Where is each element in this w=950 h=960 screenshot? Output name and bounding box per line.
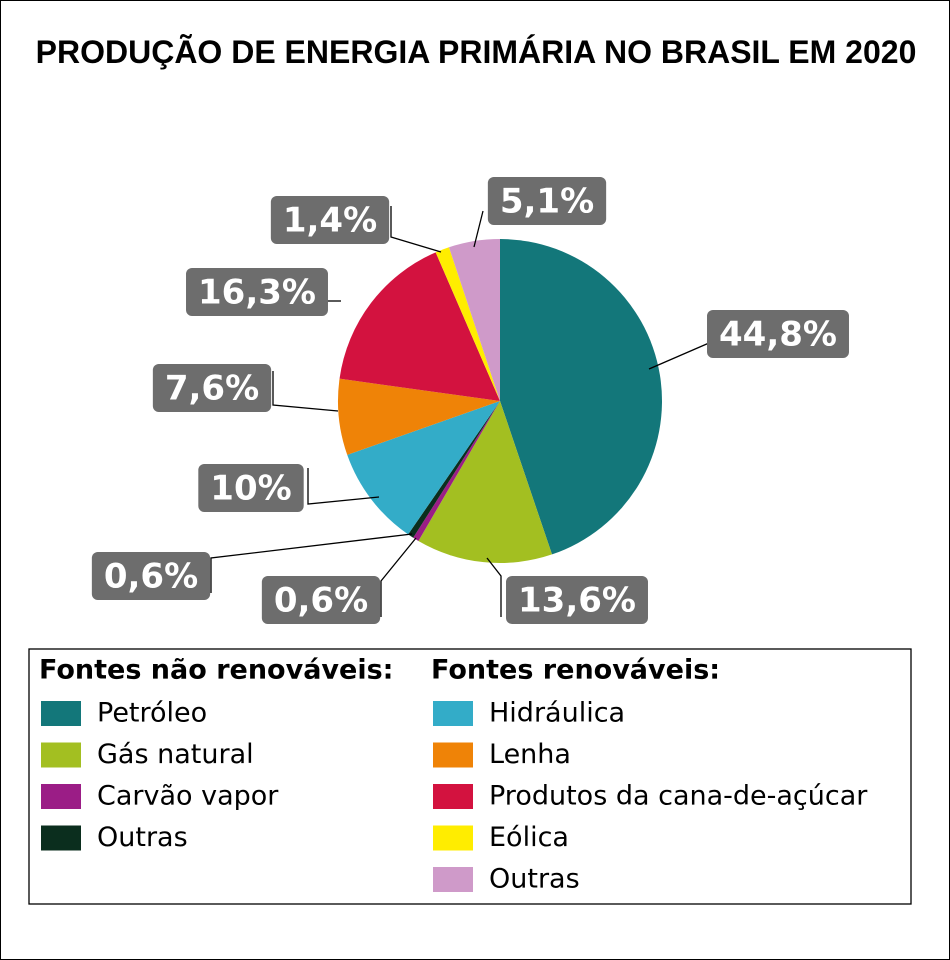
legend-swatch bbox=[433, 867, 473, 892]
pie-slice bbox=[413, 401, 500, 541]
slices bbox=[338, 239, 663, 563]
data-label: 13,6% bbox=[518, 581, 636, 621]
data-label: 44,8% bbox=[719, 315, 837, 355]
pie-slice bbox=[448, 239, 500, 401]
legend-swatch bbox=[41, 742, 81, 768]
label-box bbox=[186, 268, 328, 316]
legend-swatch bbox=[433, 825, 473, 851]
label-box bbox=[261, 576, 381, 624]
leader-line bbox=[390, 206, 442, 253]
chart-title: PRODUÇÃO DE ENERGIA PRIMÁRIA NO BRASIL E… bbox=[35, 34, 917, 70]
legend-swatch bbox=[41, 701, 81, 726]
legend-label: Outras bbox=[97, 822, 188, 853]
label-box bbox=[506, 576, 648, 624]
leader-line bbox=[473, 210, 484, 248]
data-label: 0,6% bbox=[104, 557, 198, 597]
leader-line bbox=[648, 342, 710, 370]
leader-line bbox=[307, 468, 380, 505]
pie-slice bbox=[500, 239, 663, 555]
leader-line bbox=[210, 533, 413, 593]
data-label: 10% bbox=[210, 469, 291, 509]
label-box bbox=[487, 177, 607, 225]
leader-line bbox=[272, 371, 339, 412]
legend-label: Petróleo bbox=[97, 698, 207, 729]
data-label: 0,6% bbox=[274, 581, 368, 621]
label-box bbox=[707, 310, 849, 358]
legend-swatch bbox=[433, 701, 473, 726]
data-label: 1,4% bbox=[283, 201, 377, 241]
labels: 44,8% 13,6% 0,6% 0,6% 10% 7,6% 16,3% 1,4% 5,1% bbox=[91, 177, 849, 624]
legend-label: Lenha bbox=[489, 739, 571, 770]
legend-label: Eólica bbox=[489, 822, 569, 853]
pie-slice bbox=[418, 401, 552, 563]
data-label: 5,1% bbox=[500, 182, 594, 222]
legend-label: Carvão vapor bbox=[97, 781, 279, 812]
legend-label: Produtos da cana-de-açúcar bbox=[489, 781, 868, 812]
legend-heading: Fontes não renováveis: bbox=[39, 655, 393, 686]
legend-swatch bbox=[433, 742, 473, 768]
data-label: 7,6% bbox=[165, 369, 259, 409]
legend-swatch bbox=[41, 784, 81, 809]
pie-slice bbox=[338, 378, 500, 455]
label-box bbox=[91, 552, 211, 600]
legend-label: Hidráulica bbox=[489, 698, 625, 729]
legend-swatch bbox=[41, 825, 81, 851]
label-box bbox=[152, 364, 272, 412]
legend-swatch bbox=[433, 784, 473, 809]
legend-label: Outras bbox=[489, 864, 580, 895]
pie-slice bbox=[435, 247, 500, 401]
label-box bbox=[270, 196, 390, 244]
leader-line bbox=[380, 537, 417, 617]
label-box bbox=[198, 464, 304, 512]
legend-label: Gás natural bbox=[97, 739, 254, 770]
legend-heading: Fontes renováveis: bbox=[431, 655, 720, 686]
pie-slice bbox=[347, 401, 500, 535]
data-label: 16,3% bbox=[198, 273, 316, 313]
leader-line bbox=[486, 557, 502, 617]
pie-slice bbox=[339, 252, 500, 401]
pie-slice bbox=[408, 401, 500, 538]
legend-frame bbox=[28, 648, 912, 905]
